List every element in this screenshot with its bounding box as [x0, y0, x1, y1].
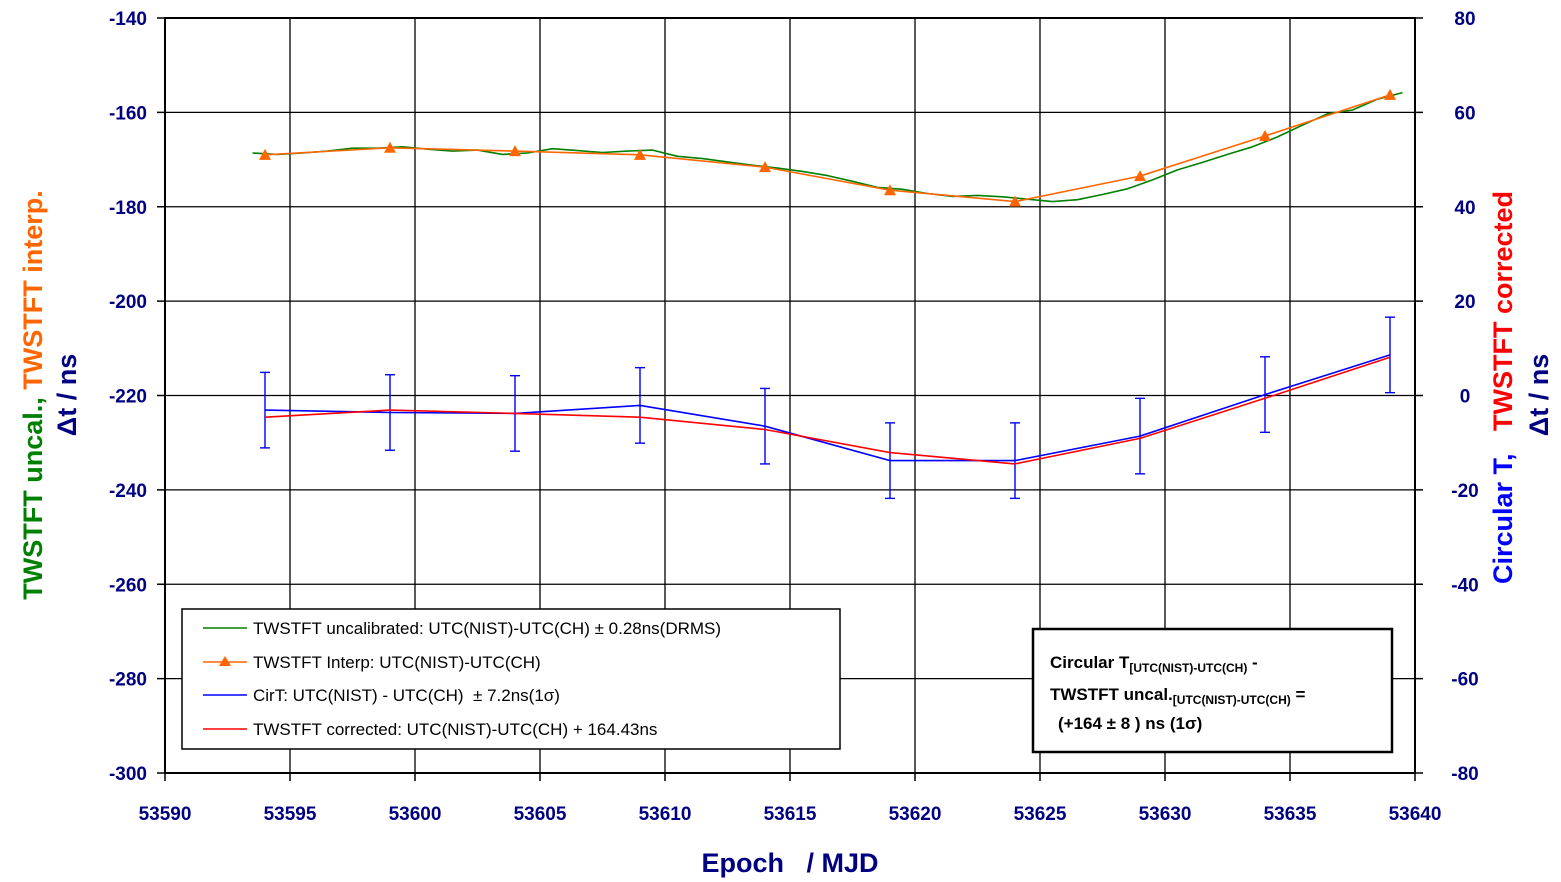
svg-text:Circular T, TWSTFT corrected: Circular T, TWSTFT corrected: [1488, 153, 1518, 636]
x-tick-label: 53630: [1139, 804, 1192, 825]
annotation-line-1-end: -: [1247, 653, 1257, 672]
right-y-tick-label: -20: [1451, 481, 1478, 502]
series-0-group: [252, 91, 1403, 203]
annotation-line-3: (+164 ± 8 ) ns (1σ): [1058, 714, 1202, 733]
right-y-tick-label: 0: [1460, 387, 1471, 408]
annotation-frame: [1031, 627, 1394, 754]
legend-item-corrected: TWSTFT corrected: UTC(NIST)-UTC(CH) + 16…: [203, 720, 657, 739]
series-line: [252, 91, 1403, 203]
x-tick-label: 53640: [1389, 804, 1442, 825]
triangle-marker: [759, 161, 771, 173]
triangle-marker: [884, 184, 896, 196]
x-tick-label: 53605: [514, 804, 567, 825]
left-axis-title-orange: TWSTFT interp.: [18, 190, 48, 389]
right-axis-title: Circular T, TWSTFT corrected: [1488, 153, 1518, 636]
left-y-tick-label: -160: [109, 103, 147, 124]
left-y-tick-label: -180: [109, 198, 147, 219]
right-axis-unit: Δt / ns: [1524, 354, 1554, 436]
left-y-tick-label: -240: [109, 481, 147, 502]
right-y-tick-label: 60: [1454, 103, 1475, 124]
left-y-tick-label: -260: [109, 575, 147, 596]
x-tick-label: 53620: [889, 804, 942, 825]
left-axis-title: TWSTFT uncal., TWSTFT interp.: [18, 190, 48, 599]
right-axis-title-blue: Circular T,: [1488, 431, 1518, 584]
annotation-line-2-end: =: [1291, 685, 1306, 704]
legend-label-uncalibrated: TWSTFT uncalibrated: UTC(NIST)-UTC(CH) ±…: [253, 619, 721, 638]
triangle-marker: [384, 141, 396, 153]
legend-triangle-marker: [219, 656, 231, 666]
legend-box: [181, 608, 841, 750]
right-y-axis-ticks: 80 60 40 20 0 -20 -40 -60 -80: [1415, 9, 1479, 785]
series-3-group: [264, 356, 1391, 465]
legend-label-interp: TWSTFT Interp: UTC(NIST)-UTC(CH): [253, 653, 541, 672]
annotation-box: Circular T[UTC(NIST)-UTC(CH) - TWSTFT un…: [1031, 627, 1394, 754]
triangle-marker: [259, 148, 271, 160]
triangle-marker: [1259, 129, 1271, 141]
left-y-tick-label: -220: [109, 387, 147, 408]
legend-item-uncalibrated: TWSTFT uncalibrated: UTC(NIST)-UTC(CH) ±…: [203, 619, 721, 638]
series-line: [264, 356, 1391, 465]
right-y-tick-label: 40: [1454, 198, 1475, 219]
right-axis-unit-text: Δt / ns: [1524, 354, 1554, 436]
left-axis-title-green: TWSTFT uncal.,: [18, 390, 48, 600]
right-y-tick-label: -40: [1451, 575, 1478, 596]
legend: TWSTFT uncalibrated: UTC(NIST)-UTC(CH) ±…: [181, 608, 841, 750]
x-tick-label: 53590: [139, 804, 192, 825]
triangle-marker: [634, 148, 646, 160]
x-tick-label: 53600: [389, 804, 442, 825]
left-axis-unit-text: Δt / ns: [52, 354, 82, 436]
annotation-line-1-subscript: [UTC(NIST)-UTC(CH): [1129, 661, 1247, 675]
legend-item-cirt: CirT: UTC(NIST) - UTC(CH) ± 7.2ns(1σ): [203, 686, 560, 705]
x-tick-label: 53615: [764, 804, 817, 825]
x-axis-title: Epoch / MJD: [701, 848, 878, 878]
series-line: [264, 94, 1391, 203]
annotation-line-1: Circular T[UTC(NIST)-UTC(CH) -: [1050, 653, 1258, 675]
triangle-marker: [1009, 195, 1021, 207]
series-line: [264, 354, 1391, 462]
annotation-line-2-main: TWSTFT uncal.: [1050, 685, 1173, 704]
x-tick-label: 53595: [264, 804, 317, 825]
annotation-line-1-main: Circular T: [1050, 653, 1130, 672]
legend-item-interp: TWSTFT Interp: UTC(NIST)-UTC(CH): [203, 653, 541, 672]
left-axis-unit: Δt / ns: [52, 354, 82, 436]
annotation-line-2-subscript: [UTC(NIST)-UTC(CH): [1173, 693, 1291, 707]
series-1-group: [259, 88, 1396, 207]
left-y-axis-ticks: -140 -160 -180 -200 -220 -240 -260 -280 -300: [109, 9, 165, 785]
x-tick-label: 53610: [639, 804, 692, 825]
right-y-tick-label: -60: [1451, 670, 1478, 691]
left-y-tick-label: -200: [109, 292, 147, 313]
grid-lines: [165, 18, 1415, 773]
triangle-marker: [1134, 170, 1146, 182]
triangle-marker: [509, 145, 521, 157]
x-tick-label: 53635: [1264, 804, 1317, 825]
left-y-tick-label: -300: [109, 764, 147, 785]
right-y-tick-label: -80: [1451, 764, 1478, 785]
x-axis-ticks: 53590 53595 53600 53605 53610 53615 53620 53625…: [139, 773, 1442, 825]
triangle-marker: [1384, 88, 1396, 100]
annotation-line-2: TWSTFT uncal.[UTC(NIST)-UTC(CH) =: [1050, 685, 1305, 707]
left-y-tick-label: -140: [109, 9, 147, 30]
legend-label-cirt: CirT: UTC(NIST) - UTC(CH) ± 7.2ns(1σ): [253, 686, 560, 705]
legend-label-corrected: TWSTFT corrected: UTC(NIST)-UTC(CH) + 16…: [253, 720, 657, 739]
svg-text:TWSTFT uncal., TWSTFT interp.: TWSTFT uncal., TWSTFT interp.: [18, 190, 48, 599]
right-y-tick-label: 20: [1454, 292, 1475, 313]
right-axis-title-red: TWSTFT corrected: [1488, 191, 1518, 431]
left-y-tick-label: -280: [109, 670, 147, 691]
right-y-tick-label: 80: [1454, 9, 1475, 30]
series-layer: [252, 88, 1403, 500]
x-tick-label: 53625: [1014, 804, 1067, 825]
